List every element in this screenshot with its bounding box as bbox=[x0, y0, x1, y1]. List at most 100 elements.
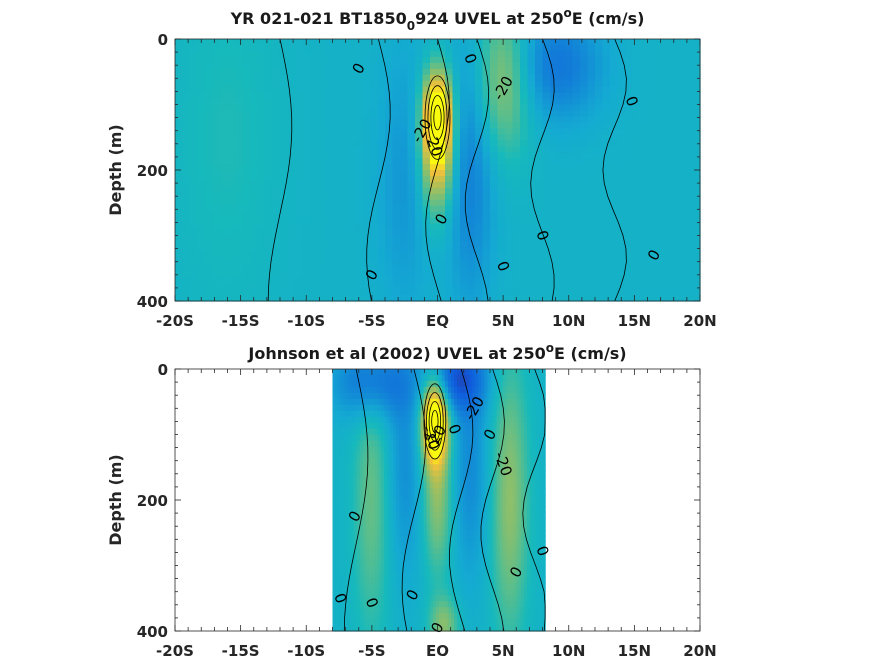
heatmap-cell bbox=[452, 181, 461, 189]
heatmap-cell bbox=[647, 128, 656, 135]
heatmap-cell bbox=[347, 289, 356, 296]
heatmap-cell bbox=[182, 181, 191, 189]
heatmap-cell bbox=[550, 62, 559, 70]
heatmap-cell bbox=[182, 253, 191, 260]
heatmap-cell bbox=[587, 74, 596, 82]
heatmap-cell bbox=[429, 494, 434, 501]
heatmap-cell bbox=[420, 488, 425, 495]
heatmap-cell bbox=[310, 39, 319, 46]
heatmap-cell bbox=[610, 181, 619, 189]
heatmap-cell bbox=[344, 434, 349, 442]
heatmap-cell bbox=[377, 289, 386, 296]
heatmap-cell bbox=[414, 386, 419, 394]
heatmap-cell bbox=[411, 625, 416, 632]
heatmap-cell bbox=[565, 158, 574, 165]
heatmap-cell bbox=[368, 369, 373, 376]
heatmap-cell bbox=[353, 619, 358, 626]
heatmap-cell bbox=[542, 92, 551, 100]
heatmap-cell bbox=[272, 229, 281, 237]
heatmap-cell bbox=[692, 152, 701, 159]
heatmap-cell bbox=[460, 205, 469, 213]
heatmap-cell bbox=[580, 104, 589, 112]
heatmap-cell bbox=[197, 253, 206, 260]
heatmap-cell bbox=[420, 434, 425, 442]
heatmap-cell bbox=[393, 625, 397, 632]
heatmap-cell bbox=[557, 98, 566, 106]
heatmap-cell bbox=[280, 128, 289, 135]
heatmap-cell bbox=[452, 271, 461, 278]
heatmap-cell bbox=[235, 271, 244, 278]
heatmap-cell bbox=[438, 476, 443, 483]
heatmap-cell bbox=[378, 583, 382, 590]
heatmap-cell bbox=[212, 175, 221, 183]
heatmap-cell bbox=[535, 110, 544, 117]
heatmap-cell bbox=[527, 116, 536, 123]
heatmap-cell bbox=[175, 44, 184, 52]
heatmap-cell bbox=[392, 170, 401, 177]
heatmap-cell bbox=[402, 476, 406, 483]
heatmap-cell bbox=[520, 39, 529, 46]
heatmap-cell bbox=[182, 217, 191, 225]
heatmap-cell bbox=[393, 583, 397, 590]
heatmap-cell bbox=[420, 601, 425, 608]
heatmap-cell bbox=[362, 589, 367, 596]
heatmap-cell bbox=[512, 241, 521, 248]
heatmap-cell bbox=[610, 122, 619, 129]
heatmap-cell bbox=[387, 470, 391, 477]
heatmap-cell bbox=[670, 223, 679, 231]
heatmap-cell bbox=[417, 422, 422, 430]
heatmap-cell bbox=[396, 488, 400, 495]
heatmap-cell bbox=[662, 211, 671, 219]
heatmap-cell bbox=[359, 452, 364, 459]
heatmap-cell bbox=[445, 283, 454, 290]
heatmap-cell bbox=[344, 428, 349, 436]
heatmap-cell bbox=[368, 500, 373, 507]
heatmap-cell bbox=[385, 181, 394, 189]
heatmap-cell bbox=[475, 271, 484, 278]
heatmap-cell bbox=[190, 170, 199, 177]
heatmap-cell bbox=[212, 205, 221, 213]
heatmap-cell bbox=[426, 500, 431, 507]
heatmap-cell bbox=[610, 140, 619, 147]
heatmap-cell bbox=[505, 134, 514, 141]
heatmap-cell bbox=[441, 619, 446, 626]
heatmap-cell bbox=[212, 110, 221, 117]
heatmap-cell bbox=[250, 175, 259, 183]
heatmap-cell bbox=[400, 199, 409, 207]
heatmap-cell bbox=[408, 577, 413, 584]
heatmap-cell bbox=[505, 247, 514, 254]
heatmap-cell bbox=[295, 235, 304, 243]
heatmap-cell bbox=[452, 56, 461, 64]
heatmap-cell bbox=[392, 187, 401, 195]
heatmap-cell bbox=[580, 289, 589, 296]
heatmap-cell bbox=[497, 39, 506, 46]
heatmap-cell bbox=[365, 613, 370, 620]
heatmap-cell bbox=[417, 398, 422, 406]
heatmap-cell bbox=[235, 62, 244, 70]
heatmap-cell bbox=[396, 511, 400, 519]
heatmap-cell bbox=[402, 565, 406, 573]
heatmap-cell bbox=[205, 241, 214, 248]
heatmap-cell bbox=[325, 247, 334, 254]
heatmap-cell bbox=[220, 134, 229, 141]
heatmap-cell bbox=[250, 50, 259, 58]
heatmap-cell bbox=[415, 283, 424, 290]
heatmap-cell bbox=[175, 140, 184, 147]
heatmap-cell bbox=[572, 193, 581, 201]
heatmap-cell bbox=[368, 625, 373, 632]
heatmap-cell bbox=[362, 181, 371, 189]
heatmap-cell bbox=[429, 458, 434, 465]
heatmap-cell bbox=[432, 392, 437, 400]
heatmap-cell bbox=[370, 211, 379, 219]
heatmap-cell bbox=[435, 511, 440, 519]
heatmap-cell bbox=[332, 271, 341, 278]
heatmap-cell bbox=[407, 158, 416, 165]
heatmap-cell bbox=[435, 505, 440, 513]
heatmap-cell bbox=[265, 253, 274, 260]
heatmap-cell bbox=[430, 104, 439, 112]
heatmap-cell bbox=[205, 205, 214, 213]
heatmap-cell bbox=[447, 535, 452, 543]
heatmap-cell bbox=[190, 259, 199, 266]
heatmap-cell bbox=[362, 559, 367, 567]
heatmap-cell bbox=[580, 170, 589, 177]
